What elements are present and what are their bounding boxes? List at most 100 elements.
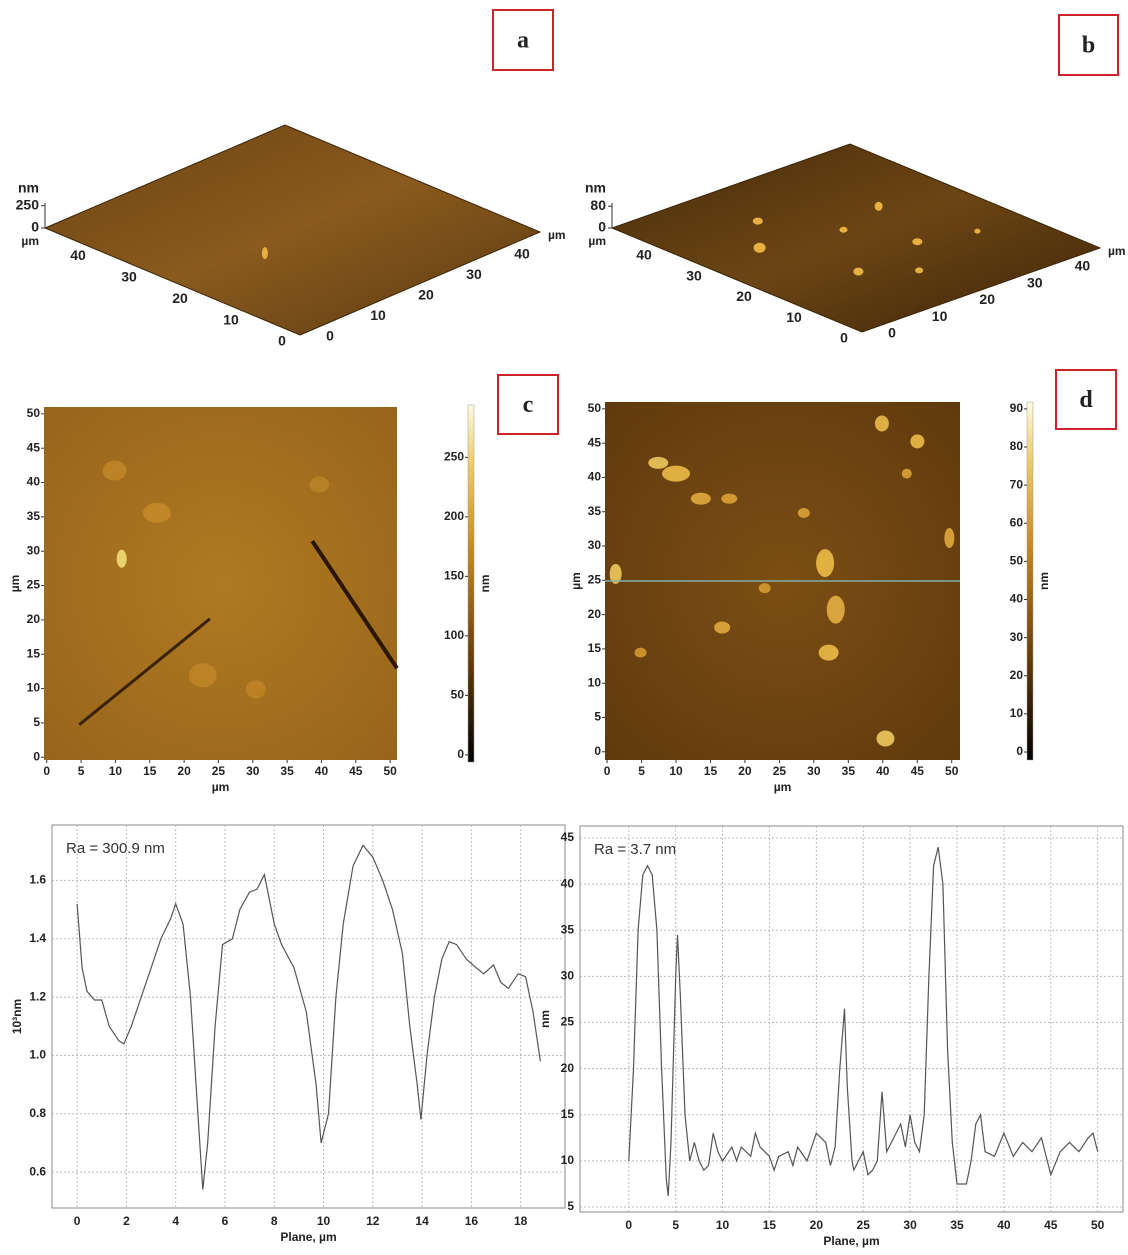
x-tick-label: 35 xyxy=(950,1218,964,1232)
panel-label-box xyxy=(1055,369,1117,430)
panel-label-box xyxy=(1058,14,1119,76)
x-tick-label: 35 xyxy=(280,764,294,778)
x-tick-label: 25 xyxy=(212,764,226,778)
map-feature xyxy=(714,621,731,634)
x-tick-label: 20 xyxy=(738,764,752,778)
x-tick-label: 10 xyxy=(716,1218,730,1232)
y-tick-label: 30 xyxy=(27,543,41,557)
x-tick-label: 18 xyxy=(514,1214,528,1228)
x-tick-label: 40 xyxy=(1075,258,1091,274)
panel-label: b xyxy=(1082,33,1095,59)
colorbar-tick-label: 60 xyxy=(1010,515,1024,529)
map-feature xyxy=(648,456,669,469)
x-tick-label: 50 xyxy=(1091,1218,1105,1232)
z-axis-label: nm xyxy=(585,180,606,196)
y-tick-label: 0 xyxy=(278,333,286,349)
surface xyxy=(43,124,542,336)
map-feature xyxy=(910,434,925,449)
x-tick-label: 45 xyxy=(1044,1218,1058,1232)
map-feature xyxy=(634,647,647,658)
map-feature xyxy=(758,583,771,594)
y-tick-label: 0.8 xyxy=(29,1106,46,1120)
panel-label-box xyxy=(497,374,559,435)
x-tick-label: 0 xyxy=(625,1218,632,1232)
y-tick-label: 25 xyxy=(27,578,41,592)
y-tick-label: 40 xyxy=(70,247,86,263)
y-tick-label: 30 xyxy=(561,969,575,983)
surface-feature xyxy=(974,228,981,234)
y-tick-label: 35 xyxy=(27,509,41,523)
y-tick-label: 40 xyxy=(27,475,41,489)
y-axis-label: µm xyxy=(569,572,583,590)
x-tick-label: 40 xyxy=(315,764,329,778)
y-tick-label: 20 xyxy=(172,290,188,306)
y-tick-label: 35 xyxy=(588,504,602,518)
z-tick-label: 80 xyxy=(590,197,606,213)
y-tick-label: 10 xyxy=(561,1153,575,1167)
colorbar-tick-label: 50 xyxy=(1010,554,1024,568)
y-tick-label: 5 xyxy=(594,710,601,724)
z-tick-label: 250 xyxy=(16,196,40,212)
x-tick-label: 20 xyxy=(979,291,995,307)
y-tick-label: 5 xyxy=(567,1199,574,1213)
map-feature xyxy=(721,493,738,504)
colorbar-tick-label: 100 xyxy=(444,628,464,642)
colorbar-tick-label: 10 xyxy=(1010,706,1024,720)
z-tick-label: 0 xyxy=(598,219,606,235)
x-tick-label: 10 xyxy=(109,764,123,778)
surface-feature xyxy=(912,238,923,246)
x-tick-label: 14 xyxy=(415,1214,429,1228)
map-feature xyxy=(690,492,711,505)
x-tick-label: 20 xyxy=(418,287,434,303)
map-feature xyxy=(876,730,895,747)
map-feature xyxy=(78,617,211,726)
y-tick-label: 25 xyxy=(588,572,602,586)
map-feature xyxy=(609,563,622,584)
x-tick-label: 2 xyxy=(123,1214,130,1228)
x-tick-label: 40 xyxy=(997,1218,1011,1232)
y-tick-label: 0 xyxy=(33,749,40,763)
x-tick-label: 45 xyxy=(911,764,925,778)
x-tick-label: 4 xyxy=(172,1214,179,1228)
x-tick-label: 15 xyxy=(704,764,718,778)
y-tick-label: 50 xyxy=(27,406,41,420)
y-tick-label: 20 xyxy=(561,1061,575,1075)
colorbar-tick-label: 50 xyxy=(451,688,465,702)
x-tick-label: 25 xyxy=(773,764,787,778)
x-tick-label: 40 xyxy=(876,764,890,778)
panel-label: d xyxy=(1079,387,1093,413)
surface-feature xyxy=(261,247,268,260)
z-tick-label: 0 xyxy=(31,219,39,235)
y-tick-label: 45 xyxy=(561,830,575,844)
y-tick-label: 5 xyxy=(33,715,40,729)
x-tick-label: 5 xyxy=(78,764,85,778)
colorbar-tick-label: 30 xyxy=(1010,630,1024,644)
colorbar-tick-label: 40 xyxy=(1010,592,1024,606)
y-tick-label: 45 xyxy=(588,435,602,449)
x-tick-label: 30 xyxy=(1027,274,1043,290)
y-tick-label: 1.0 xyxy=(29,1048,46,1062)
x-tick-label: 15 xyxy=(763,1218,777,1232)
x-tick-label: 0 xyxy=(604,764,611,778)
y-tick-label: 30 xyxy=(686,267,702,283)
x-tick-label: 15 xyxy=(143,764,157,778)
profile-line xyxy=(76,844,541,1190)
x-tick-label: 0 xyxy=(326,328,334,344)
colorbar-tick-label: 90 xyxy=(1010,401,1024,415)
x-tick-label: 30 xyxy=(466,266,482,282)
colorbar-tick-label: 70 xyxy=(1010,477,1024,491)
x-axis-label: Plane, µm xyxy=(280,1230,336,1244)
y-tick-label: 1.6 xyxy=(29,873,46,887)
surface-feature xyxy=(915,267,924,274)
y-tick-label: 50 xyxy=(588,401,602,415)
y-tick-label: 45 xyxy=(27,440,41,454)
panel-label: a xyxy=(517,28,529,54)
y-tick-label: 15 xyxy=(561,1107,575,1121)
y-tick-label: 0 xyxy=(594,744,601,758)
profile-line xyxy=(628,847,1099,1196)
colorbar-tick-label: 0 xyxy=(457,747,464,761)
surface-feature xyxy=(874,201,883,211)
x-tick-label: 40 xyxy=(514,245,530,261)
y-tick-label: 0 xyxy=(840,330,848,346)
